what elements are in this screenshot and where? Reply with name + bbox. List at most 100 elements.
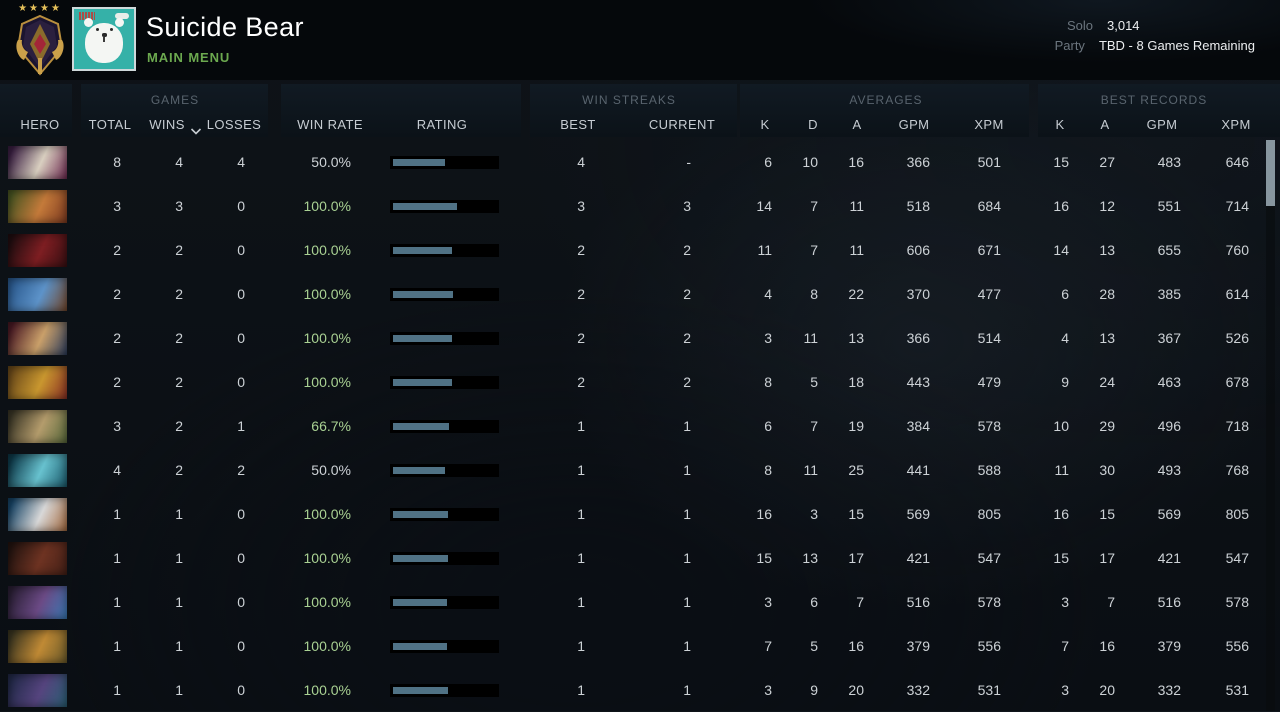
col-best-gpm[interactable]: GPM [1146, 117, 1178, 132]
avg-gpm-cell: 569 [906, 506, 930, 522]
zeus-portrait[interactable] [8, 497, 67, 531]
col-current-streak[interactable]: CURRENT [648, 117, 716, 132]
sort-chevron-down-icon[interactable] [190, 122, 202, 140]
winter-wyvern-portrait[interactable] [8, 453, 67, 487]
best-gpm-cell: 379 [1157, 638, 1181, 654]
table-row[interactable]: 2 2 0 100.0% 2 2 11 7 11 606 671 14 13 6… [0, 228, 1280, 272]
col-win-rate[interactable]: WIN RATE [297, 117, 363, 132]
rating-bar-fill [393, 158, 445, 166]
losses-cell: 0 [237, 682, 245, 698]
hero-stats-table-body: 8 4 4 50.0% 4 - 6 10 16 366 501 15 27 48… [0, 140, 1280, 712]
avg-d-cell: 8 [810, 286, 818, 302]
wins-cell: 1 [175, 682, 183, 698]
ursa-portrait[interactable] [8, 541, 67, 575]
scrollbar-thumb[interactable] [1266, 140, 1275, 206]
avg-xpm-cell: 547 [977, 550, 1001, 566]
wins-cell: 2 [175, 374, 183, 390]
wins-cell: 1 [175, 506, 183, 522]
rating-cell [354, 287, 512, 301]
main-menu-link[interactable]: MAIN MENU [147, 50, 231, 65]
pudge-portrait[interactable] [8, 409, 67, 443]
col-best-xpm[interactable]: XPM [1221, 117, 1251, 132]
best-gpm-cell: 516 [1157, 594, 1181, 610]
total-cell: 2 [113, 242, 121, 258]
win-rate-cell: 100.0% [303, 374, 351, 390]
hero-header-box [0, 84, 72, 137]
best-k-cell: 11 [1054, 462, 1069, 478]
table-row[interactable]: 1 1 0 100.0% 1 1 3 6 7 516 578 3 7 516 5… [0, 580, 1280, 624]
table-row[interactable]: 2 2 0 100.0% 2 2 3 11 13 366 514 4 13 36… [0, 316, 1280, 360]
col-best-a[interactable]: A [1100, 117, 1110, 132]
table-row[interactable]: 4 2 2 50.0% 1 1 8 11 25 441 588 11 30 49… [0, 448, 1280, 492]
current-streak-cell: 2 [683, 242, 691, 258]
col-total[interactable]: TOTAL [88, 117, 132, 132]
rating-bar [390, 331, 499, 345]
player-avatar[interactable] [72, 7, 136, 71]
scrollbar-track[interactable] [1266, 140, 1275, 711]
alchemist-portrait[interactable] [8, 629, 67, 663]
best-xpm-cell: 614 [1225, 286, 1249, 302]
best-xpm-cell: 578 [1225, 594, 1249, 610]
table-row[interactable]: 2 2 0 100.0% 2 2 4 8 22 370 477 6 28 385… [0, 272, 1280, 316]
col-avg-gpm[interactable]: GPM [898, 117, 930, 132]
table-row[interactable]: 1 1 0 100.0% 1 1 15 13 17 421 547 15 17 … [0, 536, 1280, 580]
table-row[interactable]: 1 1 0 100.0% 1 1 3 9 20 332 531 3 20 332… [0, 668, 1280, 712]
col-best-k[interactable]: K [1055, 117, 1065, 132]
table-row[interactable]: 1 1 0 100.0% 1 1 7 5 16 379 556 7 16 379… [0, 624, 1280, 668]
rating-bar [390, 507, 499, 521]
wins-cell: 4 [175, 154, 183, 170]
avg-k-cell: 4 [764, 286, 772, 302]
dark-seer-portrait[interactable] [8, 585, 67, 619]
windranger-portrait[interactable] [8, 189, 67, 223]
rating-cell [354, 199, 512, 213]
best-xpm-cell: 678 [1225, 374, 1249, 390]
invoker-portrait[interactable] [8, 145, 67, 179]
table-row[interactable]: 3 3 0 100.0% 3 3 14 7 11 518 684 16 12 5… [0, 184, 1280, 228]
col-losses[interactable]: LOSSES [206, 117, 262, 132]
table-row[interactable]: 8 4 4 50.0% 4 - 6 10 16 366 501 15 27 48… [0, 140, 1280, 184]
party-mmr-label: Party [1054, 38, 1085, 53]
rating-bar-fill [393, 598, 447, 606]
total-cell: 1 [113, 682, 121, 698]
table-row[interactable]: 2 2 0 100.0% 2 2 8 5 18 443 479 9 24 463… [0, 360, 1280, 404]
win-rate-cell: 100.0% [303, 330, 351, 346]
best-xpm-cell: 768 [1225, 462, 1249, 478]
shadow-fiend-portrait[interactable] [8, 233, 67, 267]
col-avg-d[interactable]: D [808, 117, 818, 132]
losses-cell: 0 [237, 594, 245, 610]
best-k-cell: 14 [1053, 242, 1069, 258]
wins-cell: 2 [175, 330, 183, 346]
col-rating[interactable]: RATING [416, 117, 468, 132]
col-wins[interactable]: WINS [149, 117, 185, 132]
col-avg-a[interactable]: A [852, 117, 862, 132]
best-k-cell: 16 [1053, 198, 1069, 214]
col-avg-k[interactable]: K [760, 117, 770, 132]
avg-a-cell: 11 [849, 242, 864, 258]
losses-cell: 0 [237, 198, 245, 214]
rating-bar [390, 463, 499, 477]
bounty-hunter-portrait[interactable] [8, 365, 67, 399]
col-hero: HERO [20, 117, 60, 132]
losses-cell: 0 [237, 242, 245, 258]
avg-a-cell: 15 [848, 506, 864, 522]
best-a-cell: 20 [1099, 682, 1115, 698]
riki-portrait[interactable] [8, 673, 67, 707]
rating-cell [354, 551, 512, 565]
current-streak-cell: 3 [683, 198, 691, 214]
col-best-streak[interactable]: BEST [560, 117, 596, 132]
avg-xpm-cell: 578 [977, 418, 1001, 434]
ogre-magi-portrait[interactable] [8, 277, 67, 311]
best-k-cell: 9 [1061, 374, 1069, 390]
avg-k-cell: 3 [764, 330, 772, 346]
win-rate-cell: 100.0% [303, 638, 351, 654]
win-rate-cell: 100.0% [303, 550, 351, 566]
losses-cell: 4 [237, 154, 245, 170]
legion-commander-portrait[interactable] [8, 321, 67, 355]
col-avg-xpm[interactable]: XPM [974, 117, 1004, 132]
total-cell: 3 [113, 418, 121, 434]
avg-a-cell: 19 [848, 418, 864, 434]
avg-gpm-cell: 516 [906, 594, 930, 610]
table-row[interactable]: 1 1 0 100.0% 1 1 16 3 15 569 805 16 15 5… [0, 492, 1280, 536]
rating-cell [354, 331, 512, 345]
table-row[interactable]: 3 2 1 66.7% 1 1 6 7 19 384 578 10 29 496… [0, 404, 1280, 448]
